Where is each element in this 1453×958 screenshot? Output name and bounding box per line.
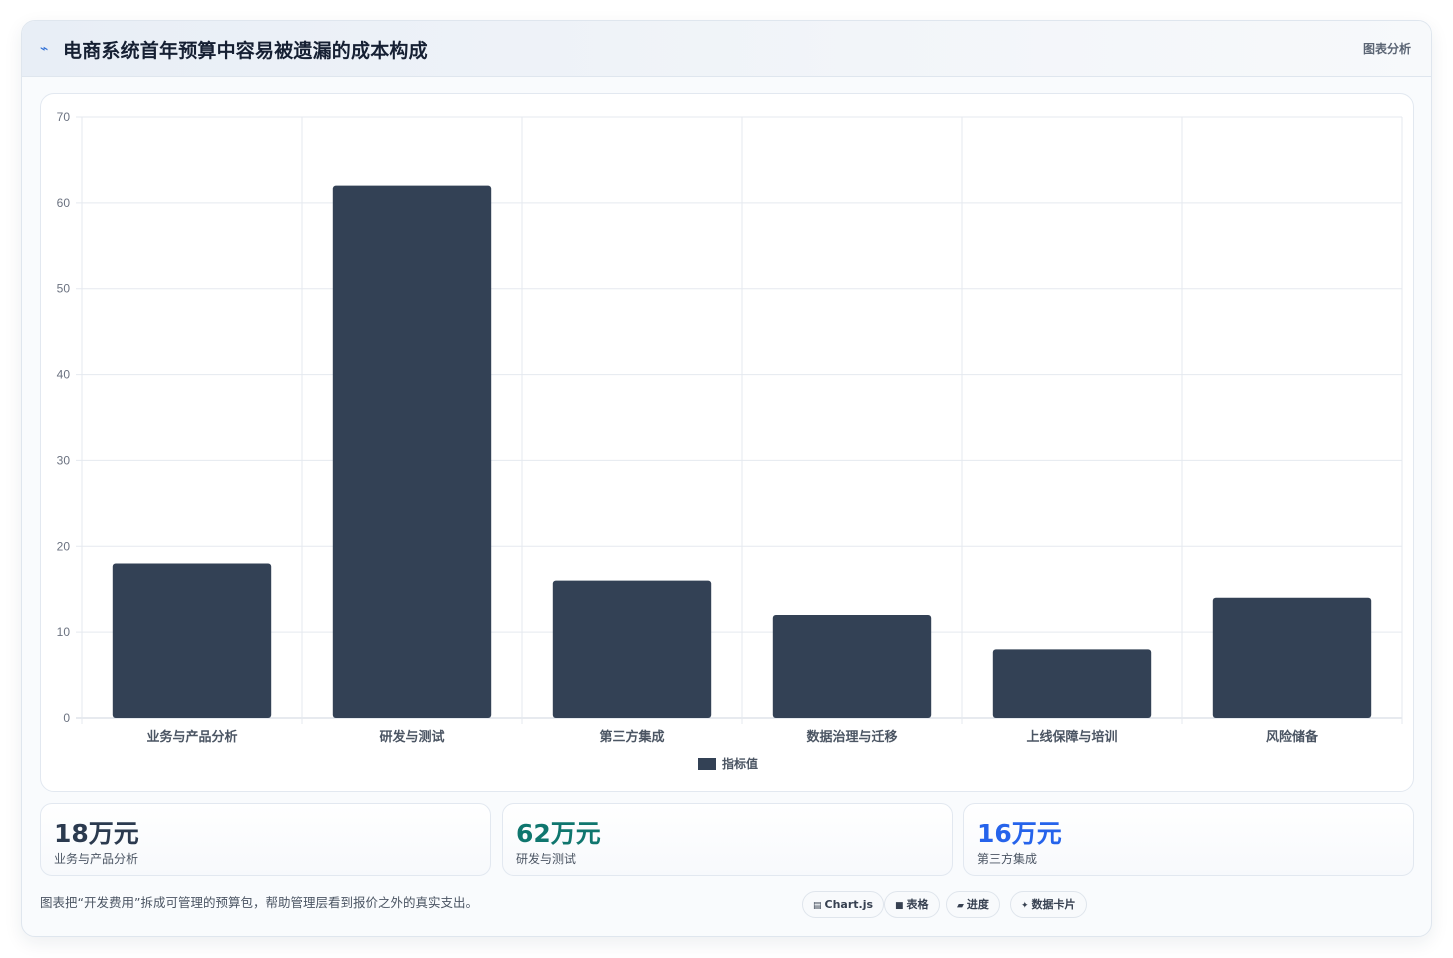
kpi-label: 业务与产品分析 bbox=[54, 852, 139, 866]
bar bbox=[112, 563, 272, 718]
x-tick-label: 上线保障与培训 bbox=[1026, 729, 1117, 745]
bar bbox=[332, 185, 492, 718]
chart-area: 0 10 20 30 40 50 60 70 业务与产品分析 研发与测试 第三方集成 数据治理与迁移 上… bbox=[40, 93, 1414, 792]
chip-table[interactable]: ■ 表格 bbox=[884, 891, 940, 918]
sparkle-icon: ✦ bbox=[1021, 901, 1029, 911]
chart-icon: ▤ bbox=[813, 901, 822, 911]
chip-chartjs[interactable]: ▤ Chart.js bbox=[802, 891, 885, 918]
kpi-value: 18万元 bbox=[54, 819, 139, 848]
legend-swatch bbox=[698, 758, 716, 770]
chart-card: ⌁ 电商系统首年预算中容易被遗漏的成本构成 图表分析 0 10 20 30 40 50 60… bbox=[21, 20, 1432, 937]
card-header: ⌁ 电商系统首年预算中容易被遗漏的成本构成 图表分析 bbox=[22, 21, 1431, 77]
chip-progress[interactable]: ▰ 进度 bbox=[946, 891, 1000, 918]
y-tick-label: 60 bbox=[57, 196, 71, 210]
x-tick-label: 数据治理与迁移 bbox=[806, 729, 897, 745]
x-tick-label: 第三方集成 bbox=[599, 729, 664, 745]
x-tick-label: 研发与测试 bbox=[379, 729, 444, 745]
bar bbox=[772, 614, 932, 718]
chip-label: 表格 bbox=[906, 898, 929, 911]
chart-analysis-tag: 图表分析 bbox=[1362, 42, 1411, 56]
chip-data-card[interactable]: ✦ 数据卡片 bbox=[1010, 891, 1087, 918]
kpi-row: 18万元 业务与产品分析 62万元 研发与测试 16万元 第三方集成 bbox=[40, 803, 1414, 876]
kpi-card: 62万元 研发与测试 bbox=[502, 803, 953, 876]
chip-label: Chart.js bbox=[824, 898, 874, 911]
card-title: 电商系统首年预算中容易被遗漏的成本构成 bbox=[63, 40, 428, 62]
kpi-card: 18万元 业务与产品分析 bbox=[40, 803, 491, 876]
bar-chart: 0 10 20 30 40 50 60 70 业务与产品分析 研发与测试 第三方集成 数据治理与迁移 上… bbox=[57, 110, 1403, 771]
progress-icon: ▰ bbox=[957, 901, 964, 911]
y-tick-label: 20 bbox=[57, 539, 71, 553]
legend-label: 指标值 bbox=[722, 756, 758, 771]
kpi-label: 研发与测试 bbox=[516, 852, 577, 866]
chip-label: 数据卡片 bbox=[1031, 898, 1076, 911]
kpi-value: 16万元 bbox=[977, 819, 1062, 848]
chip-label: 进度 bbox=[966, 898, 989, 911]
y-tick-label: 0 bbox=[63, 711, 70, 725]
kpi-label: 第三方集成 bbox=[977, 852, 1038, 866]
x-tick-label: 风险储备 bbox=[1266, 729, 1319, 745]
chart-line-icon: ⌁ bbox=[40, 41, 49, 57]
y-tick-label: 50 bbox=[57, 282, 71, 296]
bar bbox=[1212, 597, 1372, 718]
y-tick-label: 30 bbox=[57, 453, 71, 467]
y-tick-label: 40 bbox=[57, 368, 71, 382]
bar bbox=[992, 649, 1152, 718]
y-tick-label: 70 bbox=[57, 110, 71, 124]
footer-note: 图表把“开发费用”拆成可管理的预算包，帮助管理层看到报价之外的真实支出。 bbox=[40, 895, 478, 910]
y-tick-label: 10 bbox=[57, 625, 71, 639]
bar bbox=[552, 580, 712, 718]
kpi-card: 16万元 第三方集成 bbox=[963, 803, 1414, 876]
x-tick-label: 业务与产品分析 bbox=[146, 729, 237, 745]
kpi-value: 62万元 bbox=[516, 819, 601, 848]
table-icon: ■ bbox=[895, 901, 904, 911]
